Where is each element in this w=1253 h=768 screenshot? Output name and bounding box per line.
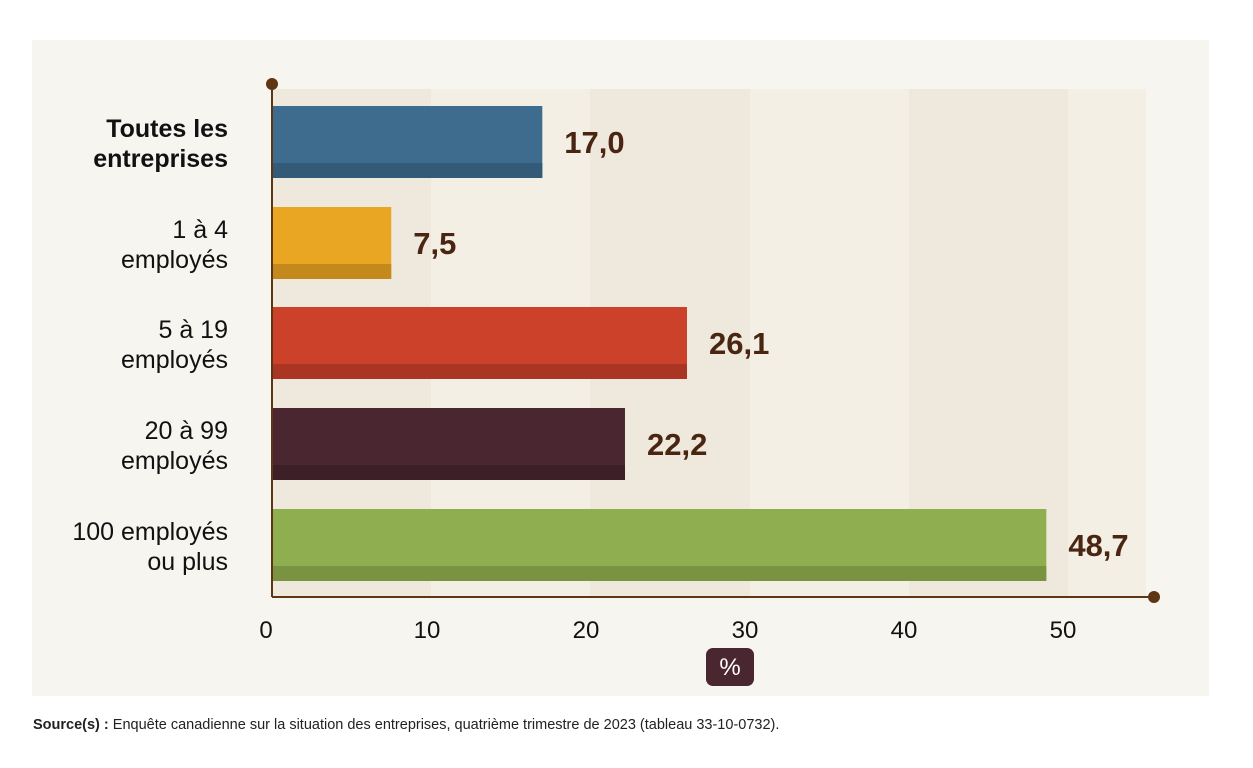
category-label: 1 à 4 employés (121, 216, 228, 274)
x-tick-labels: 0 10 20 30 40 50 (259, 617, 1076, 644)
value-label: 48,7 (1068, 528, 1128, 563)
category-label-line: 20 à 99 (145, 417, 228, 445)
category-label: Toutes les entreprises (93, 115, 228, 173)
category-label-line: Toutes les (106, 115, 228, 143)
bar-shade (272, 465, 625, 480)
y-axis-end-dot (266, 78, 278, 90)
category-label-line: 5 à 19 (158, 316, 228, 344)
bar-shade (272, 264, 392, 279)
bar-shade (272, 364, 687, 379)
grid-band (1068, 89, 1146, 597)
x-tick-label: 20 (573, 617, 600, 644)
category-label-line: 1 à 4 (172, 216, 228, 244)
category-label-line: employés (121, 246, 228, 274)
bar-shade (272, 566, 1047, 581)
x-axis-label: % (719, 654, 740, 681)
value-label: 17,0 (564, 125, 624, 160)
bars (272, 106, 1047, 581)
x-tick-label: 10 (414, 617, 441, 644)
category-label-line: ou plus (147, 548, 228, 576)
category-label-line: employés (121, 447, 228, 475)
value-label: 22,2 (647, 427, 707, 462)
bar-shade (272, 163, 543, 178)
x-tick-label: 50 (1050, 617, 1077, 644)
source-label: Source(s) : (33, 717, 109, 733)
category-label: 100 employés ou plus (72, 518, 228, 576)
category-label: 5 à 19 employés (121, 316, 228, 374)
source-text: Enquête canadienne sur la situation des … (108, 717, 780, 733)
x-axis-unit-badge: % (706, 648, 754, 686)
category-label-line: 100 employés (72, 518, 228, 546)
x-tick-label: 40 (891, 617, 918, 644)
value-labels: 17,0 7,5 26,1 22,2 48,7 (413, 125, 1128, 563)
value-label: 7,5 (413, 226, 456, 261)
x-axis-end-dot (1148, 591, 1160, 603)
category-label-line: entreprises (93, 145, 228, 173)
category-label: 20 à 99 employés (121, 417, 228, 475)
axes (266, 78, 1160, 603)
x-tick-label: 0 (259, 617, 272, 644)
value-label: 26,1 (709, 326, 769, 361)
x-tick-label: 30 (732, 617, 759, 644)
source-note: Source(s) : Enquête canadienne sur la si… (33, 717, 779, 733)
category-label-line: employés (121, 346, 228, 374)
unit-badge (706, 648, 754, 686)
